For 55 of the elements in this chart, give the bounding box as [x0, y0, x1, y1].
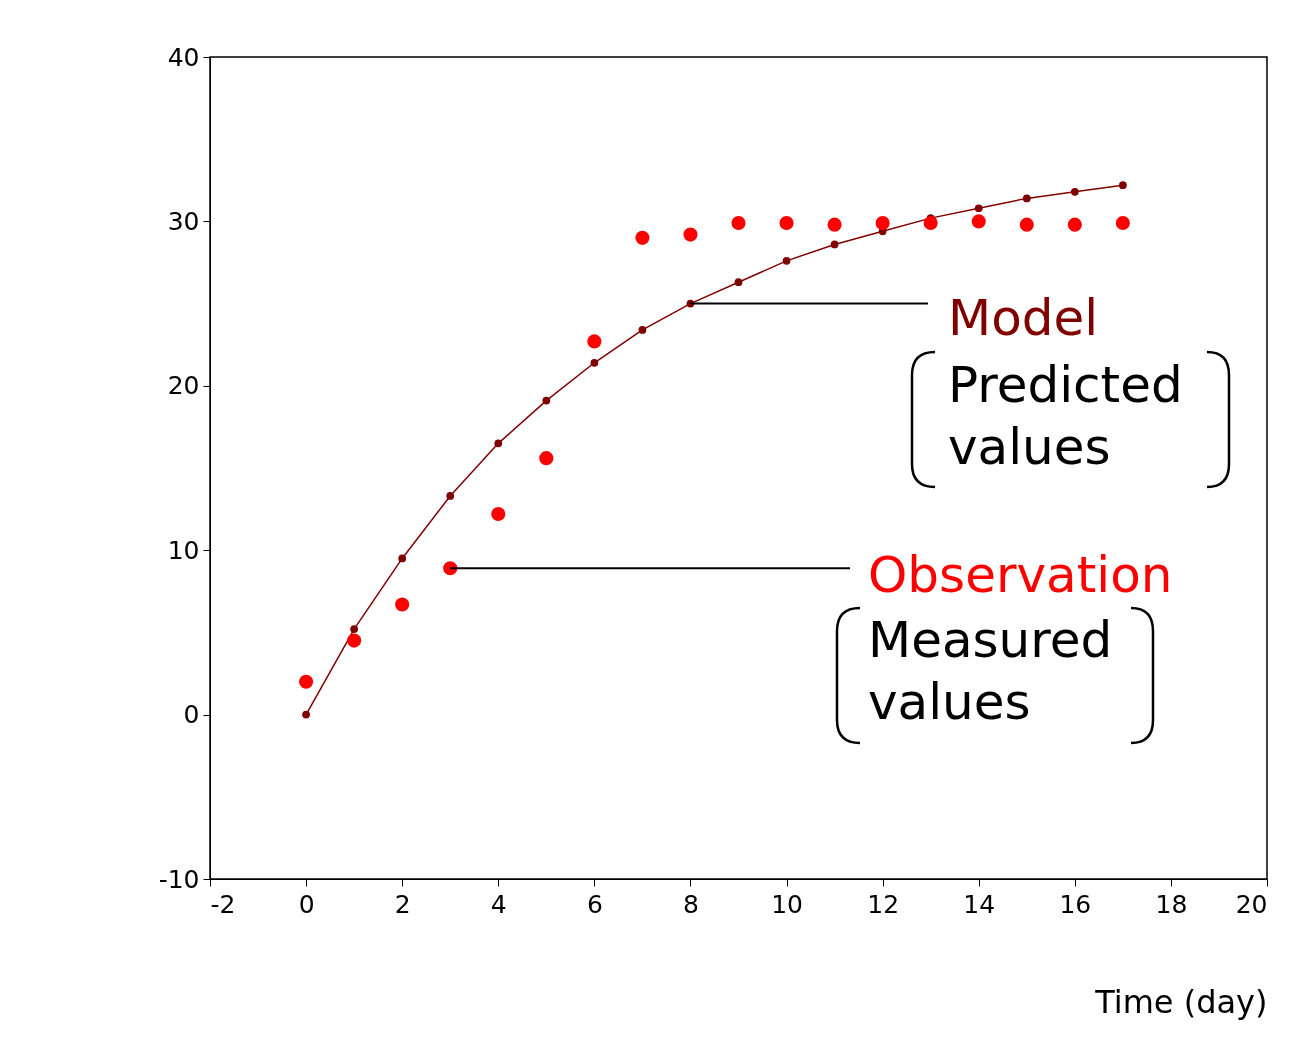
point: [923, 215, 938, 231]
point: [683, 227, 698, 242]
point: [539, 451, 554, 466]
x-tick-label: 4: [490, 889, 507, 919]
point: [542, 396, 551, 405]
point: [350, 625, 359, 633]
point: [1019, 217, 1034, 232]
x-tick-label: 12: [867, 889, 900, 919]
point: [1070, 187, 1079, 196]
point: [398, 554, 407, 563]
point: [302, 710, 310, 719]
point: [971, 214, 986, 229]
x-tick-label: 2: [394, 889, 411, 919]
point: [494, 439, 503, 448]
point: [1118, 181, 1127, 190]
annotation: Predicted values: [948, 356, 1183, 476]
point: [830, 240, 839, 249]
point: [638, 326, 647, 334]
point: [779, 215, 794, 231]
y-tick-label: -10: [158, 864, 200, 894]
point: [875, 215, 890, 231]
point: [974, 204, 983, 213]
x-tick-label: 18: [1155, 889, 1188, 919]
text: Observation: [868, 546, 1173, 604]
point: [446, 492, 455, 500]
x-tick-label: 8: [683, 889, 699, 919]
series-label: Model: [948, 289, 1099, 347]
x-tick-label: 16: [1059, 889, 1092, 919]
point: [1022, 194, 1031, 203]
point: [827, 217, 842, 232]
point: [347, 633, 362, 648]
y-tick-label: 10: [167, 535, 200, 565]
point: [734, 278, 743, 287]
y-tick-label: 20: [167, 371, 200, 401]
y-tick-label: 0: [183, 700, 200, 730]
x-axis-title: Time (day): [1094, 982, 1268, 1021]
point: [587, 334, 602, 349]
y-tick-label: 40: [167, 42, 200, 72]
x-tick-label: 14: [963, 889, 996, 919]
y-tick-label: 30: [167, 206, 200, 236]
point: [299, 674, 314, 689]
point: [635, 230, 650, 245]
x-tick-label: 0: [298, 889, 315, 919]
point: [1067, 217, 1082, 232]
point: [731, 215, 746, 231]
x-tick-label: 6: [586, 889, 603, 919]
x-tick-label: 10: [771, 889, 803, 919]
point: [1115, 215, 1130, 231]
point: [395, 597, 410, 612]
point: [491, 506, 506, 522]
annotation: Measured values: [868, 611, 1113, 731]
point: [782, 256, 791, 265]
x-tick-label: 20: [1235, 889, 1268, 919]
point: [590, 358, 599, 367]
x-tick-label: -2: [210, 889, 236, 919]
